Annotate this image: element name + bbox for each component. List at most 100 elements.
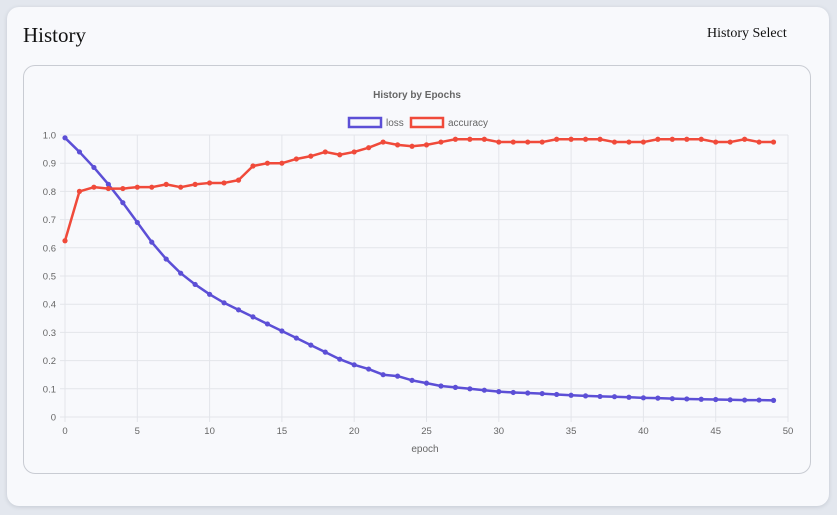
accuracy-point[interactable] (62, 238, 68, 244)
loss-point[interactable] (510, 389, 516, 396)
accuracy-point[interactable] (452, 136, 459, 142)
loss-point[interactable] (669, 396, 675, 402)
loss-point[interactable] (640, 395, 647, 401)
accuracy-point[interactable] (178, 184, 184, 190)
loss-point[interactable] (192, 281, 198, 288)
loss-point[interactable] (438, 383, 444, 389)
accuracy-point[interactable] (394, 142, 401, 148)
loss-point[interactable] (727, 397, 733, 403)
accuracy-point[interactable] (669, 136, 675, 142)
accuracy-point[interactable] (322, 149, 328, 155)
loss-point[interactable] (351, 362, 357, 368)
accuracy-point[interactable] (308, 153, 314, 159)
loss-point[interactable] (394, 373, 401, 379)
accuracy-point[interactable] (293, 156, 299, 162)
loss-point[interactable] (481, 387, 487, 393)
loss-point[interactable] (149, 239, 155, 245)
accuracy-point[interactable] (525, 139, 531, 145)
accuracy-point[interactable] (554, 136, 560, 142)
loss-point[interactable] (91, 164, 97, 171)
legend-swatch-loss[interactable] (347, 116, 383, 129)
loss-point[interactable] (554, 391, 560, 398)
accuracy-point[interactable] (626, 139, 632, 145)
loss-point[interactable] (568, 392, 574, 398)
loss-point[interactable] (76, 149, 83, 155)
loss-point[interactable] (221, 300, 227, 306)
loss-point[interactable] (380, 372, 386, 378)
loss-point[interactable] (322, 349, 328, 355)
accuracy-point[interactable] (120, 185, 126, 192)
loss-point[interactable] (742, 397, 748, 403)
loss-point[interactable] (178, 270, 184, 276)
loss-point[interactable] (698, 396, 704, 402)
loss-point[interactable] (337, 356, 343, 362)
history-select-button[interactable]: History Select (707, 26, 787, 41)
loss-point[interactable] (264, 321, 271, 327)
loss-point[interactable] (525, 390, 531, 396)
legend-label-accuracy[interactable]: accuracy (448, 118, 488, 129)
loss-point[interactable] (308, 342, 314, 348)
accuracy-point[interactable] (770, 139, 777, 145)
accuracy-point[interactable] (582, 136, 589, 142)
accuracy-point[interactable] (91, 184, 97, 190)
accuracy-point[interactable] (105, 185, 111, 192)
loss-point[interactable] (134, 219, 140, 226)
loss-point[interactable] (655, 395, 661, 401)
accuracy-point[interactable] (568, 136, 574, 142)
loss-point[interactable] (279, 328, 285, 334)
loss-point[interactable] (62, 135, 68, 141)
loss-point[interactable] (207, 291, 213, 297)
accuracy-point[interactable] (597, 136, 603, 142)
loss-point[interactable] (770, 397, 777, 403)
loss-point[interactable] (597, 393, 603, 400)
accuracy-point[interactable] (438, 139, 444, 145)
accuracy-point[interactable] (655, 136, 661, 142)
accuracy-point[interactable] (163, 181, 169, 187)
loss-point[interactable] (756, 397, 762, 403)
accuracy-point[interactable] (727, 139, 733, 145)
loss-point[interactable] (163, 256, 169, 262)
accuracy-point[interactable] (756, 139, 762, 145)
accuracy-point[interactable] (207, 180, 213, 186)
accuracy-point[interactable] (366, 145, 372, 151)
accuracy-point[interactable] (264, 160, 271, 166)
loss-point[interactable] (235, 307, 242, 313)
accuracy-point[interactable] (279, 160, 285, 166)
accuracy-point[interactable] (698, 136, 704, 142)
loss-point[interactable] (250, 314, 256, 320)
accuracy-point[interactable] (611, 139, 618, 145)
accuracy-point[interactable] (496, 139, 502, 145)
accuracy-point[interactable] (76, 188, 83, 194)
accuracy-point[interactable] (481, 136, 487, 142)
loss-point[interactable] (611, 394, 618, 400)
accuracy-point[interactable] (684, 136, 690, 142)
accuracy-point[interactable] (337, 152, 343, 158)
accuracy-point[interactable] (539, 139, 545, 145)
accuracy-point[interactable] (235, 177, 242, 183)
accuracy-point[interactable] (134, 184, 140, 190)
loss-point[interactable] (409, 377, 415, 383)
accuracy-point[interactable] (192, 181, 198, 187)
loss-point[interactable] (496, 389, 502, 395)
loss-point[interactable] (423, 380, 430, 386)
legend-swatch-accuracy[interactable] (409, 116, 445, 129)
accuracy-point[interactable] (380, 139, 386, 145)
loss-point[interactable] (452, 384, 459, 390)
loss-point[interactable] (293, 335, 299, 341)
legend-label-loss[interactable]: loss (386, 118, 404, 129)
loss-point[interactable] (539, 390, 545, 397)
loss-point[interactable] (582, 393, 589, 399)
loss-point[interactable] (626, 394, 632, 400)
accuracy-point[interactable] (510, 139, 516, 145)
accuracy-point[interactable] (149, 184, 155, 190)
accuracy-point[interactable] (423, 142, 430, 148)
accuracy-point[interactable] (409, 143, 415, 149)
accuracy-point[interactable] (351, 149, 357, 155)
loss-point[interactable] (713, 396, 719, 403)
loss-point[interactable] (366, 366, 372, 372)
accuracy-point[interactable] (250, 163, 256, 169)
loss-point[interactable] (105, 181, 111, 187)
accuracy-point[interactable] (467, 136, 473, 142)
accuracy-point[interactable] (713, 139, 719, 145)
loss-point[interactable] (467, 386, 473, 392)
